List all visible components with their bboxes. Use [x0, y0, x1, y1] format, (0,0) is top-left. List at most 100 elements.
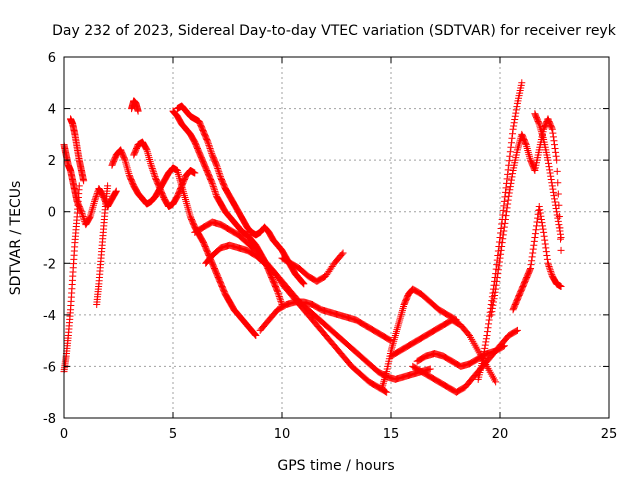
y-tick-label: -8: [43, 412, 56, 427]
data-point: [149, 168, 157, 176]
data-point: [123, 162, 131, 170]
data-point: [540, 228, 548, 236]
data-point: [149, 166, 157, 174]
data-point: [339, 249, 347, 257]
data-point: [497, 250, 505, 258]
data-point: [181, 194, 189, 202]
data-point: [151, 173, 159, 181]
data-point: [79, 213, 87, 221]
data-point: [549, 188, 557, 196]
data-point: [86, 214, 94, 222]
data-point: [547, 269, 555, 277]
data-point: [487, 311, 495, 319]
data-point: [525, 150, 533, 158]
data-point: [175, 172, 183, 180]
data-point: [496, 254, 504, 262]
data-point: [208, 149, 216, 157]
y-tick-label: 2: [48, 154, 56, 169]
data-point: [507, 139, 515, 147]
data-point: [554, 179, 562, 187]
data-point: [546, 266, 554, 274]
data-point: [550, 137, 558, 145]
data-point: [481, 344, 489, 352]
data-point: [552, 148, 560, 156]
data-point: [394, 322, 402, 330]
data-point: [480, 351, 488, 359]
data-point: [395, 320, 403, 328]
data-point: [491, 288, 499, 296]
data-point: [206, 143, 214, 151]
data-point: [530, 237, 538, 245]
data-point: [513, 326, 521, 334]
data-point: [511, 112, 519, 120]
data-point: [147, 161, 155, 169]
data-point: [183, 199, 191, 207]
data-point: [508, 134, 516, 142]
data-point: [509, 170, 517, 178]
data-point: [509, 125, 517, 133]
data-point: [556, 230, 564, 238]
data-point: [485, 316, 493, 324]
data-point: [479, 354, 487, 362]
data-point: [485, 320, 493, 328]
data-point: [504, 170, 512, 178]
data-point: [484, 324, 492, 332]
data-point: [398, 306, 406, 314]
data-point: [543, 252, 551, 260]
data-point: [545, 261, 553, 269]
data-point: [514, 144, 522, 152]
data-point: [479, 357, 487, 365]
data-point: [276, 296, 284, 304]
data-point: [504, 200, 512, 208]
data-point: [532, 226, 540, 234]
data-point: [515, 140, 523, 148]
data-point: [533, 218, 541, 226]
data-point: [554, 214, 562, 222]
x-tick-label: 5: [169, 427, 177, 442]
data-point: [495, 258, 503, 266]
data-point: [185, 209, 193, 217]
data-point: [551, 141, 558, 149]
data-point: [546, 166, 554, 174]
data-point: [183, 201, 191, 209]
data-point: [147, 159, 155, 167]
data-point: [212, 189, 220, 197]
y-tick-label: -6: [43, 360, 56, 375]
data-point: [482, 335, 490, 343]
data-point: [205, 141, 213, 149]
data-point: [530, 241, 538, 249]
data-point: [533, 222, 541, 230]
data-point: [488, 308, 496, 316]
data-point: [396, 314, 404, 322]
data-point: [482, 338, 490, 346]
data-point: [494, 270, 502, 278]
data-point: [525, 152, 533, 160]
data-point: [503, 175, 511, 183]
data-point: [91, 197, 99, 205]
data-point: [123, 164, 131, 172]
data-point: [124, 166, 132, 174]
data-point: [134, 107, 142, 115]
data-point: [207, 148, 215, 156]
data-point: [555, 221, 563, 229]
data-point: [142, 145, 150, 153]
data-point: [145, 154, 153, 162]
data-point: [493, 277, 501, 285]
data-point: [213, 161, 221, 169]
data-point: [216, 171, 224, 179]
data-point: [251, 330, 259, 338]
data-point: [536, 209, 544, 217]
data-point: [513, 103, 521, 111]
data-point: [386, 336, 394, 344]
data-point: [251, 331, 259, 339]
data-point: [528, 253, 536, 261]
data-point: [383, 388, 391, 396]
data-point: [524, 146, 532, 154]
data-points: [60, 79, 565, 396]
data-point: [548, 179, 556, 187]
data-point: [150, 169, 158, 177]
data-point: [148, 165, 156, 173]
data-point: [504, 196, 512, 204]
series-track-14: [378, 285, 460, 391]
data-point: [531, 230, 539, 238]
